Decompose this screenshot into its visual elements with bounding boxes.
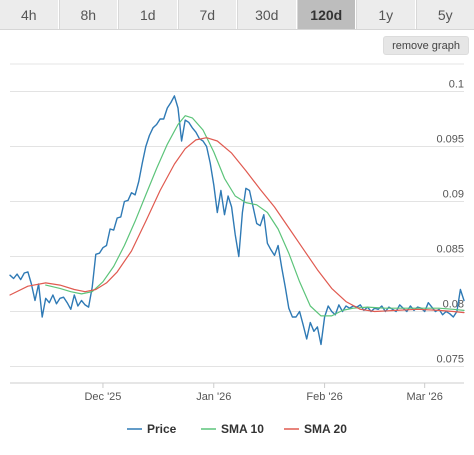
series-line-sma-10 [45, 115, 465, 317]
tab-5y[interactable]: 5y [415, 0, 474, 29]
tab-120d[interactable]: 120d [296, 0, 356, 29]
tab-4h[interactable]: 4h [0, 0, 59, 29]
x-tick-label: Dec '25 [84, 391, 121, 403]
legend: Price SMA 10 SMA 20 [127, 422, 347, 436]
tab-1y[interactable]: 1y [356, 0, 416, 29]
y-tick-label: 0.09 [443, 189, 464, 201]
y-tick-label: 0.075 [436, 354, 464, 366]
x-axis: Dec '25 Jan '26 Feb '26 Mar '26 [10, 382, 464, 403]
line-chart: Dec '25 Jan '26 Feb '26 Mar '26 0.0750.080.… [9, 63, 465, 436]
tab-8h[interactable]: 8h [58, 0, 118, 29]
time-range-tabs: 4h 8h 1d 7d 30d 120d 1y 5y [0, 0, 474, 30]
y-tick-label: 0.1 [449, 79, 464, 91]
y-tick-label: 0.085 [436, 244, 464, 256]
tab-30d[interactable]: 30d [237, 0, 297, 29]
tab-1d[interactable]: 1d [118, 0, 178, 29]
series-line-sma-20 [9, 137, 465, 314]
series-lines [9, 95, 465, 346]
legend-label-price[interactable]: Price [147, 422, 177, 436]
grid-lines [10, 63, 464, 367]
legend-label-sma-10[interactable]: SMA 10 [221, 422, 264, 436]
y-tick-label: 0.095 [436, 134, 464, 146]
x-tick-label: Mar '26 [407, 391, 443, 403]
legend-label-sma-20[interactable]: SMA 20 [304, 422, 347, 436]
remove-graph-button[interactable]: remove graph [383, 36, 469, 55]
tab-7d[interactable]: 7d [177, 0, 237, 29]
series-line-price [9, 95, 465, 346]
x-tick-label: Jan '26 [196, 391, 231, 403]
x-tick-label: Feb '26 [306, 391, 342, 403]
